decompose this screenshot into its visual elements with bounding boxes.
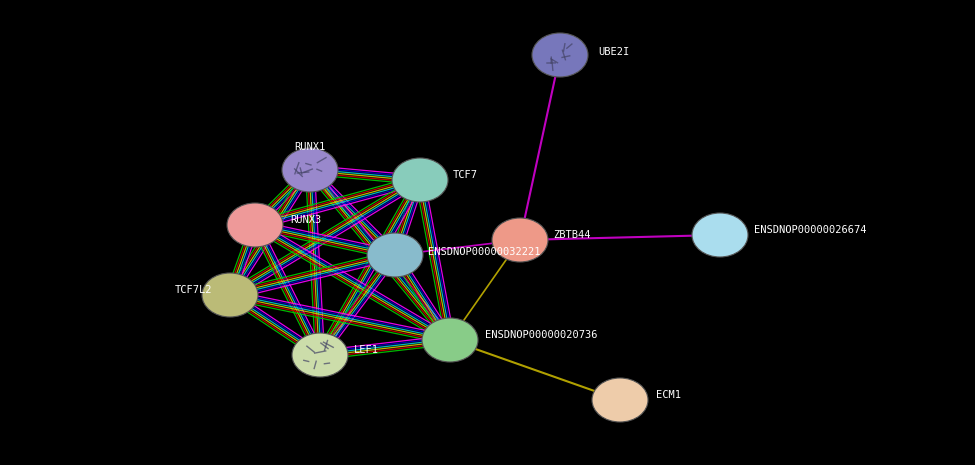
Ellipse shape (592, 378, 648, 422)
Text: TCF7: TCF7 (453, 170, 478, 180)
Ellipse shape (202, 273, 258, 317)
Text: RUNX3: RUNX3 (290, 215, 321, 225)
Ellipse shape (367, 233, 423, 277)
Ellipse shape (282, 148, 338, 192)
Text: TCF7L2: TCF7L2 (175, 285, 213, 295)
Text: LEF1: LEF1 (354, 345, 379, 355)
Text: ENSDNOP00000026674: ENSDNOP00000026674 (754, 225, 867, 235)
Ellipse shape (392, 158, 448, 202)
Text: ECM1: ECM1 (656, 390, 681, 400)
Text: UBE2I: UBE2I (598, 47, 629, 57)
Ellipse shape (227, 203, 283, 247)
Ellipse shape (532, 33, 588, 77)
Text: RUNX1: RUNX1 (294, 142, 326, 152)
Ellipse shape (492, 218, 548, 262)
Text: ENSDNOP00000020736: ENSDNOP00000020736 (485, 330, 598, 340)
Ellipse shape (292, 333, 348, 377)
Text: ZBTB44: ZBTB44 (553, 230, 591, 240)
Ellipse shape (692, 213, 748, 257)
Ellipse shape (422, 318, 478, 362)
Text: ENSDNOP00000032221: ENSDNOP00000032221 (428, 247, 540, 257)
